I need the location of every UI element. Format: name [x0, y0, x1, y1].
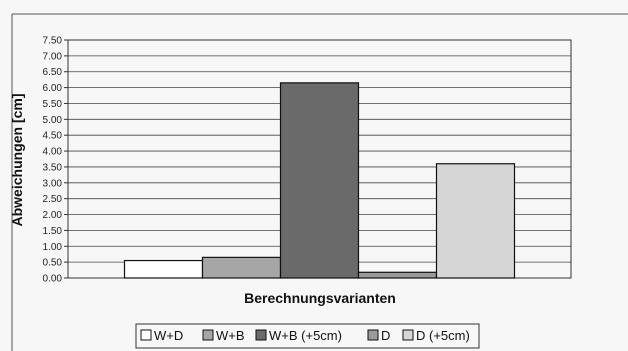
y-tick-label: 1.50 [43, 226, 63, 237]
legend: W+D W+B W+B (+5cm) D D (+5cm) [140, 328, 470, 343]
bar-d [357, 271, 438, 279]
y-tick-label: 3.00 [43, 178, 63, 189]
bar-w-d [123, 259, 204, 279]
legend-swatch [255, 329, 267, 341]
legend-label: D (+5cm) [416, 328, 470, 343]
bar-d-5cm [435, 163, 516, 279]
y-tick-labels: 0.00 0.50 1.00 1.50 2.00 2.50 3.00 3.50 4.00 4.50… [43, 36, 68, 285]
y-tick-label: 4.00 [43, 147, 63, 158]
y-axis-title: Abweichungen [cm] [9, 93, 25, 226]
legend-swatch [140, 329, 152, 341]
y-tick-label: 7.50 [43, 36, 63, 47]
y-tick-label: 6.00 [43, 83, 63, 94]
y-tick-label: 6.50 [43, 67, 63, 78]
y-tick-label: 0.00 [43, 274, 63, 285]
bars [123, 82, 516, 279]
y-tick-label: 4.50 [43, 131, 63, 142]
y-tick-label: 1.00 [43, 242, 63, 253]
legend-label: W+B (+5cm) [269, 328, 342, 343]
bar-w-b [201, 256, 282, 279]
x-axis-title: Berechnungsvarianten [244, 290, 396, 306]
legend-label: D [381, 328, 390, 343]
bar-w-b-5cm [279, 82, 360, 279]
y-tick-label: 5.00 [43, 115, 63, 126]
y-tick-label: 7.00 [43, 51, 63, 62]
legend-swatch [202, 329, 214, 341]
legend-swatch [402, 329, 414, 341]
y-tick-label: 2.50 [43, 194, 63, 205]
legend-label: W+B [216, 328, 245, 343]
legend-label: W+D [154, 328, 183, 343]
y-tick-label: 3.50 [43, 162, 63, 173]
legend-box [135, 323, 480, 349]
y-tick-label: 2.00 [43, 210, 63, 221]
y-tick-label: 0.50 [43, 258, 63, 269]
y-tick-label: 5.50 [43, 99, 63, 110]
legend-swatch [367, 329, 379, 341]
